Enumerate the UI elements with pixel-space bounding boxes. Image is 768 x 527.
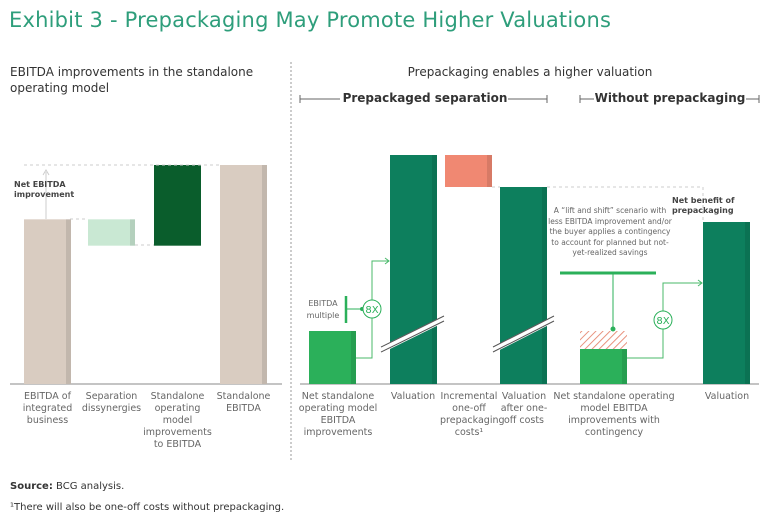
right-category-label-5: Valuation	[704, 391, 750, 402]
section-brackets	[299, 95, 760, 103]
left-bar-0	[24, 219, 71, 384]
right-subtitle: Prepackaging enables a higher valuation	[407, 65, 653, 79]
left-bar-1-edge	[130, 219, 135, 246]
right-category-label-0: Net standalone operating model EBITDA im…	[298, 391, 378, 438]
multiple-badge-1	[362, 299, 382, 319]
page-title: Exhibit 3 - Prepackaging May Promote Hig…	[9, 8, 612, 32]
source-label: Source:	[10, 481, 53, 492]
net-ebitda-annotation: Net EBITDA improvement	[14, 180, 75, 199]
section-prepackaged: Prepackaged separation	[342, 91, 508, 105]
contingency-hatch	[580, 331, 627, 349]
right-bar-2	[445, 155, 492, 187]
right-bar-5	[703, 222, 750, 384]
right-bar-3-edge	[542, 187, 547, 384]
section-without: Without prepackaging	[594, 91, 746, 105]
net-benefit-annotation: Net benefit of prepackaging	[672, 196, 735, 215]
right-bar-3	[500, 187, 547, 384]
right-bar-0-edge	[351, 331, 356, 384]
multiple-2-text: 8X	[656, 316, 669, 327]
multiple-label: EBITDA multiple	[306, 299, 340, 320]
connectors	[24, 164, 704, 359]
right-bar-2-edge	[487, 155, 492, 187]
right-bar-1	[390, 155, 437, 384]
left-bar-1	[88, 219, 135, 246]
left-category-label-0: EBITDA of integrated business	[22, 391, 73, 426]
right-category-label-2: Incremental one-off prepackaging costs¹	[440, 391, 505, 438]
right-bar-4-edge	[622, 349, 627, 384]
source-text: BCG analysis.	[56, 481, 125, 492]
left-category-label-1: Separation dissynergies	[81, 391, 142, 414]
left-subtitle: EBITDA improvements in the standalone op…	[10, 65, 254, 95]
left-category-label-3: Standalone EBITDA	[216, 391, 271, 414]
right-category-label-1: Valuation	[390, 391, 436, 402]
right-bar-5-edge	[745, 222, 750, 384]
right-bar-4	[580, 349, 627, 384]
right-category-label-3: Valuation after one-off costs	[500, 391, 548, 426]
right-bar-1-edge	[432, 155, 437, 384]
multiple-badge-2	[653, 310, 673, 330]
footnote: ¹There will also be one-off costs withou…	[10, 502, 285, 513]
source-line: Source: BCG analysis.	[10, 481, 124, 492]
left-bar-3	[220, 165, 267, 384]
left-category-label-2: Standalone operating model improvements …	[143, 391, 212, 450]
left-bar-3-edge	[262, 165, 267, 384]
multiple-1-text: 8X	[365, 305, 378, 316]
scenario-note: A “lift and shift” scenario with less EB…	[548, 206, 672, 257]
right-bar-0	[309, 331, 356, 384]
left-bar-2	[154, 165, 201, 246]
right-category-label-4: Net standalone operating model EBITDA im…	[553, 391, 675, 438]
left-bar-0-edge	[66, 219, 71, 384]
